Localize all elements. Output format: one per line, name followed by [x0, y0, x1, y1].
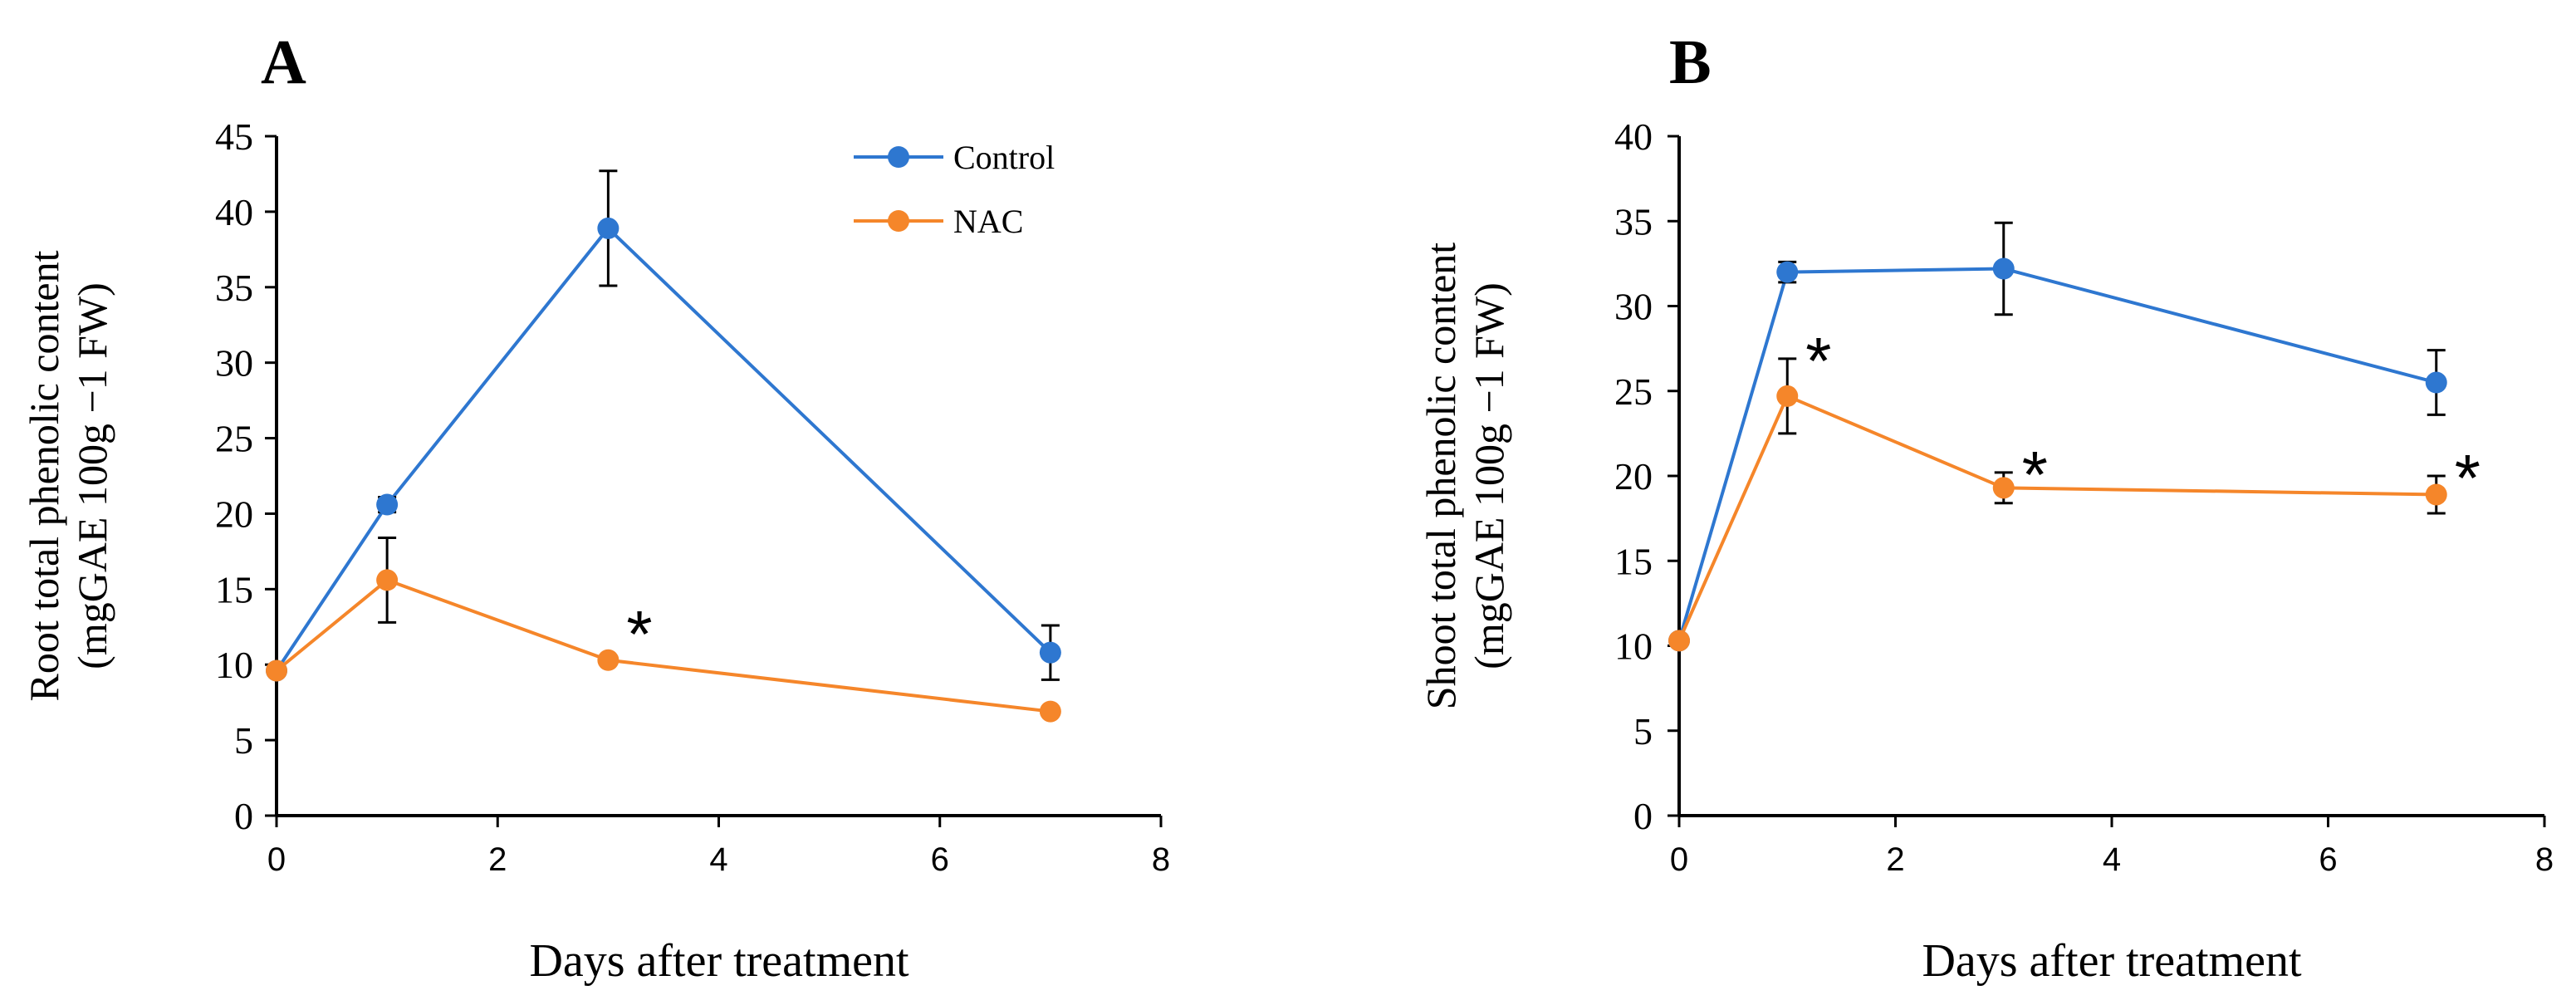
x-tick-label: 2 [1886, 841, 1904, 878]
x-tick-label: 4 [709, 841, 727, 878]
y-tick-label: 25 [215, 418, 253, 460]
x-tick-label: 2 [488, 841, 507, 878]
data-point-nac [376, 569, 399, 591]
data-point-control [1776, 261, 1799, 283]
legend-label-control: Control [953, 139, 1055, 176]
y-axis-label-units: (mgGAE 100g −1 FW) [1466, 282, 1512, 669]
y-axis-label-units: (mgGAE 100g −1 FW) [69, 282, 115, 669]
x-axis-label: Days after treatment [529, 935, 909, 987]
data-point-nac [1992, 477, 2015, 499]
data-point-nac [1039, 700, 1061, 723]
series-line-nac [1677, 394, 2436, 642]
series-line-control [1677, 267, 2437, 641]
y-tick-label: 30 [1614, 286, 1653, 328]
y-tick-label: 20 [215, 493, 253, 535]
y-tick-label: 15 [1614, 540, 1653, 582]
data-point-control [376, 493, 399, 516]
data-point-nac [2425, 483, 2447, 506]
significance-marker: * [2022, 438, 2048, 512]
series-line-control [275, 225, 1052, 672]
data-point-nac [597, 649, 620, 671]
y-tick-label: 40 [1614, 115, 1653, 158]
data-point-control [2425, 371, 2447, 394]
panel-label: A [261, 27, 306, 97]
significance-marker: * [626, 597, 652, 671]
significance-marker: * [2455, 441, 2481, 515]
y-tick-label: 5 [1633, 710, 1653, 753]
y-tick-label: 30 [215, 342, 253, 385]
legend-marker-nac [888, 210, 909, 232]
x-tick-label: 6 [2319, 841, 2337, 878]
x-tick-label: 6 [931, 841, 949, 878]
series-line-nac [275, 578, 1051, 713]
y-tick-label: 0 [1633, 795, 1653, 837]
y-tick-label: 25 [1614, 370, 1653, 413]
x-tick-label: 8 [1152, 841, 1170, 878]
x-tick-label: 0 [267, 841, 286, 878]
y-tick-label: 35 [1614, 200, 1653, 243]
data-point-nac [266, 659, 287, 682]
data-point-nac [1668, 630, 1690, 652]
x-tick-label: 4 [2103, 841, 2121, 878]
data-point-nac [1776, 385, 1799, 407]
data-point-control [1039, 641, 1061, 664]
y-tick-label: 10 [215, 644, 253, 686]
chart-panel-b: B 0 5 10 15 20 25 30 35 40 0 2 4 6 8 Days after treatme… [1418, 27, 2554, 987]
x-tick-label: 0 [1670, 841, 1688, 878]
data-point-control [597, 217, 620, 239]
chart-panel-a: A 0 5 10 15 20 25 30 35 40 45 0 2 4 6 8 Days after treat… [21, 27, 1170, 987]
y-tick-label: 40 [215, 191, 253, 233]
panel-label: B [1669, 27, 1712, 97]
significance-marker: * [1805, 324, 1831, 398]
y-tick-label: 20 [1614, 455, 1653, 498]
x-tick-label: 8 [2535, 841, 2554, 878]
y-tick-label: 5 [234, 719, 253, 762]
legend-label-nac: NAC [953, 203, 1023, 240]
y-axis-label: Shoot total phenolic content [1418, 243, 1464, 710]
y-tick-label: 35 [215, 267, 253, 309]
legend-marker-control [888, 146, 909, 168]
y-tick-label: 10 [1614, 625, 1653, 668]
data-point-control [1992, 257, 2015, 280]
y-tick-label: 15 [215, 568, 253, 610]
y-tick-label: 45 [215, 115, 253, 158]
y-tick-label: 0 [234, 795, 253, 837]
x-axis-label: Days after treatment [1922, 935, 2302, 987]
y-axis-label: Root total phenolic content [21, 250, 67, 701]
